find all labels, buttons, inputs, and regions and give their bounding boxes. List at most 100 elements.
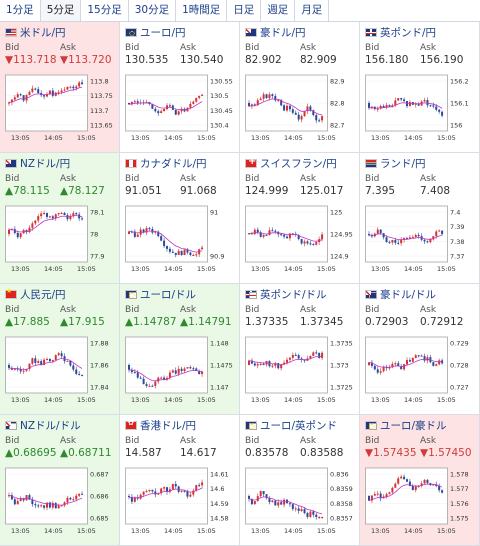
x-tick-label: 14:05 — [284, 527, 303, 535]
mini-candle-chart[interactable]: 7.4 7.39 7.38 7.37 13:05 14:05 15:05 — [365, 202, 475, 280]
bid-label: Bid — [245, 305, 260, 315]
tab-30分足[interactable]: 30分足 — [129, 0, 177, 21]
bid-value: 91.051 — [125, 185, 162, 197]
rate-cell[interactable]: 豪ドル/円 Bid Ask 82.902 82.909 82.9 82.8 82.7 13:05… — [240, 22, 360, 153]
pair-name[interactable]: 豪ドル/ドル — [380, 289, 437, 301]
mini-candle-chart[interactable]: 113.8 113.75 113.7 113.65 13:05 14:05 15:05 — [5, 71, 115, 149]
x-tick-label: 14:05 — [284, 265, 303, 273]
pair-title[interactable]: ユーロ/豪ドル — [365, 418, 475, 433]
candle-body — [75, 213, 78, 215]
pair-title[interactable]: ランド/円 — [365, 156, 475, 171]
pair-name[interactable]: NZドル/ドル — [20, 420, 81, 432]
candle-body — [306, 513, 309, 517]
candle-body — [253, 229, 256, 234]
rate-cell[interactable]: 英ポンド/ドル Bid Ask 1.37335 1.37345 1.3735 1.373 1.… — [240, 284, 360, 415]
rate-cell[interactable]: NZドル/円 Bid Ask ▲78.115 ▲78.127 78.1 78 77.9 13:0… — [0, 153, 120, 284]
pair-name[interactable]: ランド/円 — [380, 158, 426, 170]
mini-candle-chart[interactable]: 125 124.95 124.9 13:05 14:05 15:05 — [245, 202, 355, 280]
pair-title[interactable]: カナダドル/円 — [125, 156, 235, 171]
rate-cell[interactable]: 豪ドル/ドル Bid Ask 0.72903 0.72912 0.729 0.728 0.72… — [360, 284, 480, 415]
pair-name[interactable]: 英ポンド/円 — [380, 27, 437, 39]
rate-cell[interactable]: 米ドル/円 Bid Ask ▼113.718 ▼113.720 113.8 113.75 11… — [0, 22, 120, 153]
candle-body — [280, 100, 283, 106]
pair-name[interactable]: ユーロ/英ポンド — [260, 420, 338, 432]
mini-candle-chart[interactable]: 17.88 17.86 17.84 13:05 14:05 15:05 — [5, 333, 115, 411]
candle-body — [259, 491, 262, 497]
rate-cell[interactable]: ユーロ/英ポンド Bid Ask 0.83578 0.83588 0.836 0.8359 0… — [240, 415, 360, 546]
pair-title[interactable]: ユーロ/ドル — [125, 287, 235, 302]
tab-15分足[interactable]: 15分足 — [81, 0, 129, 21]
pair-name[interactable]: スイスフラン/円 — [260, 158, 337, 170]
mini-candle-chart[interactable]: 0.729 0.728 0.727 13:05 14:05 15:05 — [365, 333, 475, 411]
pair-title[interactable]: 豪ドル/円 — [245, 25, 355, 40]
pair-title[interactable]: NZドル/円 — [5, 156, 115, 171]
tab-日足[interactable]: 日足 — [227, 0, 262, 21]
pair-title[interactable]: 香港ドル/円 — [125, 418, 235, 433]
candle-body — [142, 378, 145, 385]
candle-body — [16, 368, 19, 370]
candle-body — [411, 357, 414, 362]
rate-cell[interactable]: NZドル/ドル Bid Ask ▲0.68695 ▲0.68711 0.687 0.686 0… — [0, 415, 120, 546]
mini-candle-chart[interactable]: 0.836 0.8359 0.8358 0.8357 13:05 14:05 15:05 — [245, 464, 355, 542]
tab-5分足[interactable]: 5分足 — [40, 0, 82, 21]
mini-candle-chart[interactable]: 82.9 82.8 82.7 13:05 14:05 15:05 — [245, 71, 355, 149]
mini-candle-chart[interactable]: 14.61 14.6 14.59 14.58 13:05 14:05 15:05 — [125, 464, 235, 542]
mini-candle-chart[interactable]: 1.148 1.1475 1.147 13:05 14:05 15:05 — [125, 333, 235, 411]
pair-name[interactable]: カナダドル/円 — [140, 158, 207, 170]
mini-candle-chart[interactable]: 130.55 130.5 130.45 130.4 13:05 14:05 15:05 — [125, 71, 235, 149]
mini-candle-chart[interactable]: 1.578 1.577 1.576 1.575 13:05 14:05 15:05 — [365, 464, 475, 542]
candle-body — [277, 363, 280, 369]
pair-name[interactable]: 香港ドル/円 — [140, 420, 197, 432]
pair-title[interactable]: 英ポンド/円 — [365, 25, 475, 40]
candle-body — [19, 498, 22, 502]
pair-name[interactable]: 人民元/円 — [20, 289, 66, 301]
rate-cell[interactable]: ランド/円 Bid Ask 7.395 7.408 7.4 7.39 7.38 7.37 13:0… — [360, 153, 480, 284]
pair-title[interactable]: 人民元/円 — [5, 287, 115, 302]
candle-body — [297, 508, 300, 511]
candle-body — [43, 505, 46, 508]
pair-title[interactable]: ユーロ/円 — [125, 25, 235, 40]
rate-cell[interactable]: ユーロ/豪ドル Bid Ask ▼1.57435 ▼1.57450 1.578 1.577 1… — [360, 415, 480, 546]
rate-cell[interactable]: 英ポンド/円 Bid Ask 156.180 156.190 156.2 156.1 156 1… — [360, 22, 480, 153]
pair-title[interactable]: スイスフラン/円 — [245, 156, 355, 171]
ask-label: Ask — [420, 174, 437, 184]
mini-candle-chart[interactable]: 156.2 156.1 156 13:05 14:05 15:05 — [365, 71, 475, 149]
rate-cell[interactable]: ユーロ/円 Bid Ask 130.535 130.540 130.55 130.5 130.… — [120, 22, 240, 153]
candle-body — [438, 109, 441, 112]
pair-name[interactable]: 豪ドル/円 — [260, 27, 306, 39]
x-tick-label: 15:05 — [197, 134, 216, 142]
candle-body — [157, 377, 160, 382]
mini-candle-chart[interactable]: 0.687 0.686 0.685 13:05 14:05 15:05 — [5, 464, 115, 542]
candle-body — [426, 479, 429, 484]
pair-title[interactable]: 英ポンド/ドル — [245, 287, 355, 302]
rate-cell[interactable]: 香港ドル/円BidAsk14.58714.61714.6114.614.5914… — [120, 415, 240, 546]
tab-週足[interactable]: 週足 — [261, 0, 296, 21]
mini-candle-chart[interactable]: 91 90.9 13:05 14:05 15:05 — [125, 202, 235, 280]
pair-title[interactable]: 米ドル/円 — [5, 25, 115, 40]
mini-candle-chart[interactable]: 78.1 78 77.9 13:05 14:05 15:05 — [5, 202, 115, 280]
rate-cell[interactable]: ユーロ/ドル Bid Ask ▲1.14787 ▲1.14791 1.148 1.1475 1… — [120, 284, 240, 415]
candle-body — [441, 490, 444, 493]
pair-name[interactable]: 米ドル/円 — [20, 27, 66, 39]
mini-candle-chart[interactable]: 1.3735 1.373 1.3725 13:05 14:05 15:05 — [245, 333, 355, 411]
tab-1時間足[interactable]: 1時間足 — [176, 0, 228, 21]
pair-name[interactable]: NZドル/円 — [20, 158, 71, 170]
candle-body — [151, 229, 154, 233]
pair-name[interactable]: ユーロ/円 — [140, 27, 186, 39]
pair-name[interactable]: 英ポンド/ドル — [260, 289, 327, 301]
candle-body — [370, 495, 373, 501]
pair-title[interactable]: ユーロ/英ポンド — [245, 418, 355, 433]
candle-body — [136, 234, 139, 237]
pair-name[interactable]: ユーロ/ドル — [140, 289, 197, 301]
tab-月足[interactable]: 月足 — [295, 0, 330, 21]
tab-1分足[interactable]: 1分足 — [0, 0, 41, 21]
candle-body — [376, 493, 379, 495]
pair-title[interactable]: 豪ドル/ドル — [365, 287, 475, 302]
candle-body — [288, 105, 291, 110]
pair-name[interactable]: ユーロ/豪ドル — [380, 420, 447, 432]
candle-body — [43, 359, 46, 365]
rate-cell[interactable]: カナダドル/円 Bid Ask 91.051 91.068 91 90.9 13:05 14:0… — [120, 153, 240, 284]
pair-title[interactable]: NZドル/ドル — [5, 418, 115, 433]
